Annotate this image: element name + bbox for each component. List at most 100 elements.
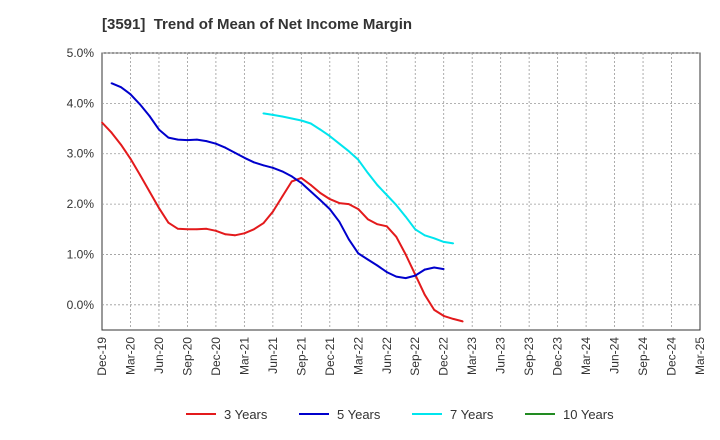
data-point xyxy=(442,240,445,243)
data-point xyxy=(205,227,208,230)
data-point xyxy=(366,218,369,221)
data-point xyxy=(215,142,217,145)
x-tick-label: Dec-20 xyxy=(209,337,223,376)
data-point xyxy=(452,242,455,245)
y-tick-label: 4.0% xyxy=(67,96,95,110)
x-tick-label: Dec-23 xyxy=(551,337,565,376)
x-tick-label: Mar-20 xyxy=(123,337,137,375)
data-point xyxy=(338,142,341,145)
y-tick-label: 1.0% xyxy=(67,247,95,261)
data-point xyxy=(433,237,436,240)
data-point xyxy=(328,198,331,200)
data-point xyxy=(404,215,407,218)
x-tick-label: Jun-21 xyxy=(266,337,280,374)
y-tick-label: 5.0% xyxy=(67,46,95,60)
data-point xyxy=(167,136,170,139)
x-tick-label: Mar-25 xyxy=(693,337,707,375)
data-point xyxy=(461,320,464,323)
data-point xyxy=(110,82,113,85)
data-point xyxy=(290,180,293,183)
data-point xyxy=(129,93,132,96)
data-point xyxy=(376,223,379,226)
data-point xyxy=(158,207,160,210)
data-point xyxy=(186,139,189,142)
data-point xyxy=(196,138,198,141)
data-point xyxy=(243,156,246,159)
data-point xyxy=(395,235,398,238)
data-point xyxy=(233,151,236,154)
legend-label: 7 Years xyxy=(450,407,494,422)
data-point xyxy=(309,122,312,125)
data-point xyxy=(328,135,331,138)
data-point xyxy=(414,274,417,277)
data-point xyxy=(442,268,445,270)
data-point xyxy=(338,202,341,204)
data-point xyxy=(233,234,236,237)
x-tick-label: Jun-24 xyxy=(608,337,622,374)
data-point xyxy=(385,271,388,273)
data-point xyxy=(120,86,122,89)
x-tick-label: Mar-23 xyxy=(465,337,479,375)
y-tick-label: 3.0% xyxy=(67,147,95,161)
x-tick-label: Jun-22 xyxy=(380,337,394,374)
data-point xyxy=(224,233,227,236)
plot-area xyxy=(101,52,701,331)
data-point xyxy=(404,277,407,280)
data-point xyxy=(262,112,265,115)
data-point xyxy=(319,192,322,194)
data-point xyxy=(177,227,179,230)
data-point xyxy=(376,264,379,267)
x-tick-label: Sep-21 xyxy=(294,337,308,376)
x-tick-label: Mar-21 xyxy=(237,337,251,375)
x-tick-label: Dec-21 xyxy=(323,337,337,376)
data-point xyxy=(338,220,341,223)
data-point xyxy=(148,115,151,117)
data-point xyxy=(205,140,208,143)
data-point xyxy=(452,318,455,320)
data-point xyxy=(129,157,132,160)
x-tick-label: Mar-22 xyxy=(351,337,365,375)
data-point xyxy=(357,252,360,255)
data-point xyxy=(442,314,445,317)
data-point xyxy=(300,182,303,184)
data-point xyxy=(357,208,360,211)
data-point xyxy=(281,115,284,118)
x-tick-label: Sep-24 xyxy=(636,337,650,376)
data-point xyxy=(423,293,426,296)
x-tick-label: Jun-20 xyxy=(152,337,166,374)
data-point xyxy=(300,177,303,179)
data-point xyxy=(271,114,274,116)
x-tick-label: Dec-19 xyxy=(95,337,109,376)
data-point xyxy=(281,170,284,173)
data-point xyxy=(319,199,322,201)
data-point xyxy=(139,103,141,106)
legend-label: 5 Years xyxy=(337,407,381,422)
y-tick-label: 0.0% xyxy=(67,298,95,312)
chart-title: [3591] Trend of Mean of Net Income Margi… xyxy=(102,16,413,33)
data-point xyxy=(319,128,322,131)
data-point xyxy=(300,119,303,122)
x-tick-label: Jun-23 xyxy=(494,337,508,374)
data-point xyxy=(167,221,170,224)
data-point xyxy=(395,275,398,278)
data-point xyxy=(196,228,198,231)
x-tick-label: Dec-24 xyxy=(665,337,679,376)
data-point xyxy=(404,253,407,256)
data-point xyxy=(395,204,398,206)
data-point xyxy=(262,164,265,167)
data-point xyxy=(309,190,312,193)
data-point xyxy=(158,128,160,131)
data-point xyxy=(271,166,274,169)
data-point xyxy=(433,266,436,269)
data-point xyxy=(262,222,265,225)
data-point xyxy=(347,203,350,205)
data-point xyxy=(290,175,293,178)
data-point xyxy=(357,158,360,161)
data-point xyxy=(243,232,246,235)
data-point xyxy=(328,208,331,211)
data-point xyxy=(423,268,426,271)
data-point xyxy=(433,308,436,311)
x-tick-label: Dec-22 xyxy=(437,337,451,376)
data-point xyxy=(215,229,217,232)
